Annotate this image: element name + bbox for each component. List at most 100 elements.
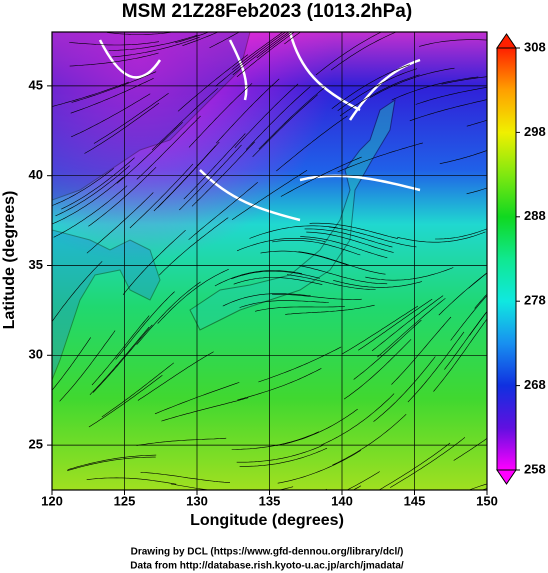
streamline: [86, 192, 154, 254]
streamline: [115, 291, 175, 360]
streamline: [377, 298, 446, 358]
streamline: [157, 269, 229, 324]
streamline: [391, 316, 452, 385]
streamline: [239, 300, 329, 308]
streamline: [158, 217, 229, 276]
y-tick-label: 25: [29, 437, 43, 452]
y-axis-label: Latitude (degrees): [1, 191, 18, 330]
streamline: [258, 346, 342, 383]
streamline: [353, 319, 422, 380]
streamline: [129, 163, 194, 229]
streamline: [161, 397, 249, 422]
streamline: [459, 504, 548, 515]
streamline: [151, 88, 219, 151]
colorbar-tick-label: 298: [524, 124, 546, 139]
x-tick-label: 140: [331, 493, 353, 508]
streamline: [73, 525, 162, 535]
streamline: [346, 471, 380, 490]
streamline: [256, 32, 292, 59]
streamline: [320, 393, 395, 446]
plot-frame: [51, 31, 488, 491]
streamline: [469, 311, 487, 336]
y-tick-label: 30: [29, 347, 43, 362]
y-tick-label: 35: [29, 257, 43, 272]
streamline: [71, 71, 157, 103]
colorbar-tick-label: 288: [524, 208, 546, 223]
x-tick-label: 130: [186, 493, 208, 508]
streamline: [373, 356, 436, 422]
streamline: [52, 168, 114, 206]
streamline: [53, 185, 128, 238]
streamline: [271, 294, 362, 300]
streamline: [89, 326, 150, 396]
streamline: [52, 176, 124, 225]
streamline: [324, 488, 327, 490]
streamline: [276, 115, 348, 172]
streamline: [209, 32, 240, 49]
credit-line: Data from http://database.rish.kyoto-u.a…: [130, 561, 404, 572]
streamline: [52, 337, 91, 391]
streamline: [52, 261, 103, 323]
streamline: [365, 267, 454, 281]
streamline: [183, 133, 246, 200]
streamline: [112, 36, 200, 58]
streamline: [231, 270, 320, 280]
streamline: [91, 315, 150, 386]
colorbar-tick-label: 268: [524, 377, 546, 392]
streamline: [88, 374, 163, 428]
streamline: [191, 141, 256, 207]
streamline: [175, 32, 210, 43]
streamline: [337, 68, 417, 111]
credit-line: Drawing by DCL (https://www.gfd-dennou.o…: [131, 547, 404, 558]
streamline: [450, 295, 487, 341]
streamline: [260, 250, 349, 266]
streamline: [52, 81, 130, 107]
streamline: [157, 141, 220, 208]
streamline: [333, 280, 423, 288]
streamline: [391, 76, 479, 101]
streamline: [106, 32, 175, 35]
streamline: [309, 222, 398, 239]
title: MSM 21Z28Feb2023 (1013.2hPa): [122, 1, 412, 22]
x-axis-label: Longitude (degrees): [190, 512, 344, 529]
streamline: [136, 281, 201, 345]
streamline: [182, 32, 219, 46]
streamline: [276, 408, 358, 446]
streamline: [71, 93, 151, 138]
streamline: [435, 228, 487, 240]
streamline: [233, 277, 323, 285]
streamline: [214, 270, 303, 287]
streamline: [116, 121, 183, 184]
colorbar-top-arrow: [496, 33, 517, 49]
streamline: [206, 495, 295, 505]
streamline: [339, 74, 420, 117]
streamline: [239, 447, 328, 467]
streamline: [93, 93, 169, 144]
streamline: [86, 477, 177, 485]
colorbar-tick-label: 278: [524, 293, 546, 308]
map-field: [52, 32, 548, 535]
streamline: [69, 52, 159, 67]
streamline: [222, 293, 311, 307]
streamline: [67, 456, 156, 472]
streamline: [170, 483, 212, 490]
streamline: [328, 226, 417, 248]
streamline: [234, 83, 299, 149]
streamline: [433, 318, 487, 392]
streamline: [468, 483, 487, 490]
x-tick-label: 120: [41, 493, 63, 508]
streamline: [232, 32, 290, 76]
streamline: [55, 165, 130, 217]
streamline: [285, 304, 375, 315]
streamline: [245, 86, 311, 150]
streamline: [341, 305, 419, 355]
streamline: [300, 236, 388, 259]
streamline: [67, 454, 157, 470]
streamline: [358, 298, 433, 351]
streamline: [122, 229, 186, 295]
streamline: [415, 87, 487, 105]
streamline: [252, 94, 318, 158]
streamline: [136, 115, 201, 180]
streamline: [69, 41, 160, 46]
streamline: [453, 437, 487, 461]
